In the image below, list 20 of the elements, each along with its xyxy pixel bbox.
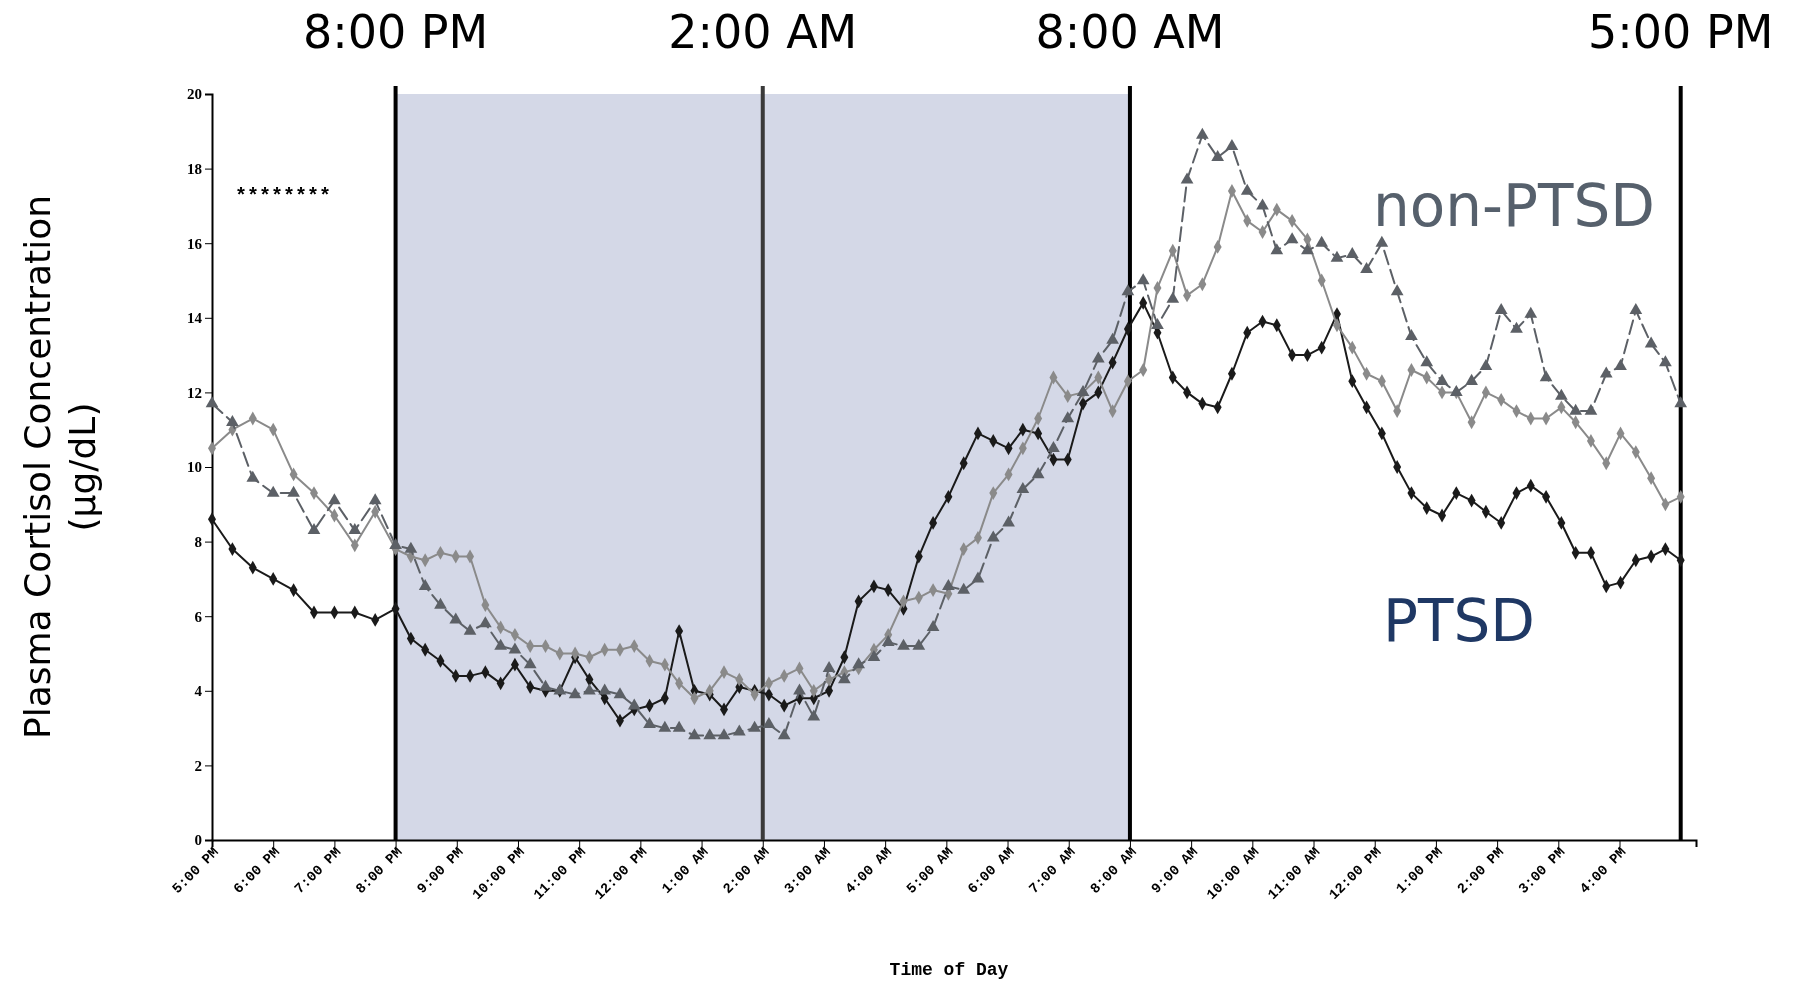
ref-line-label: 8:00 AM <box>1035 5 1225 59</box>
y-tick-label: 16 <box>187 235 203 252</box>
y-tick-label: 10 <box>187 459 202 476</box>
annotation: non-PTSD <box>1373 172 1655 241</box>
y-tick-label: 4 <box>194 683 203 700</box>
y-tick-label: 0 <box>194 832 202 849</box>
annotation: ******** <box>234 185 332 209</box>
y-tick-label: 8 <box>194 533 202 550</box>
annotation: PTSD <box>1383 587 1535 656</box>
y-tick-label: 6 <box>194 608 203 625</box>
ref-line-label: 5:00 PM <box>1588 5 1774 59</box>
y-tick-label: 12 <box>187 384 202 401</box>
y-axis-title: Plasma Cortisol Concentration (µg/dL) <box>17 194 103 740</box>
ref-line-label: 2:00 AM <box>668 5 858 59</box>
x-axis-title: Time of Day <box>889 960 1009 980</box>
ref-line-label: 8:00 PM <box>302 5 489 59</box>
y-tick-label: 14 <box>187 310 203 327</box>
y-tick-label: 20 <box>187 86 202 103</box>
y-tick-label: 2 <box>194 757 202 774</box>
y-tick-label: 18 <box>187 160 202 177</box>
